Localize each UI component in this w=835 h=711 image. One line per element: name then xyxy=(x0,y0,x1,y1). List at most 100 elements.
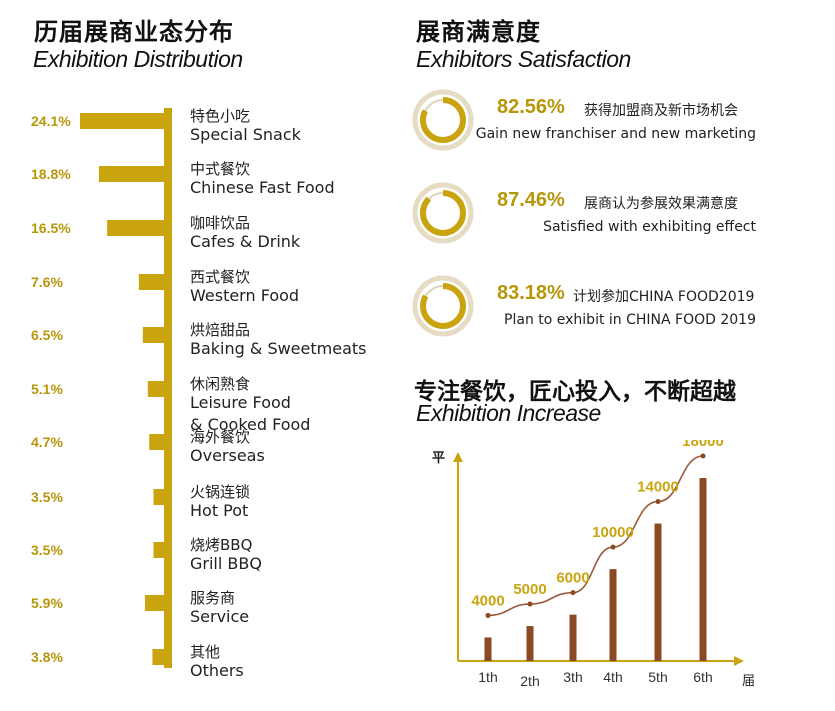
satisfaction-percent: 82.56% xyxy=(497,96,565,118)
increase-point xyxy=(700,453,706,459)
distribution-bar xyxy=(153,489,166,505)
distribution-category-en: & Cooked Food xyxy=(190,415,311,434)
distribution-bar xyxy=(144,595,166,611)
x-tick-label: 1th xyxy=(478,669,497,685)
x-tick-label: 3th xyxy=(563,669,582,685)
distribution-category-cn: 海外餐饮 xyxy=(190,428,251,446)
satisfaction-label-cn: 展商认为参展效果满意度 xyxy=(584,196,738,212)
distribution-pct-label: 3.8% xyxy=(31,649,63,665)
x-tick-label: 2th xyxy=(520,673,539,689)
increase-point xyxy=(655,499,661,505)
distribution-category-en: Others xyxy=(190,661,244,680)
distribution-category-en: Grill BBQ xyxy=(190,554,262,573)
ring-progress-arc xyxy=(420,97,466,143)
distribution-category-en: Overseas xyxy=(190,446,265,465)
ring-outer xyxy=(412,89,474,151)
distribution-category-en: Special Snack xyxy=(190,125,301,144)
distribution-title-en: Exhibition Distribution xyxy=(33,46,243,72)
y-axis-arrow-icon xyxy=(453,452,463,462)
satisfaction-ring-icon xyxy=(412,89,474,151)
distribution-pct-label: 18.8% xyxy=(31,166,71,182)
satisfaction-title-en: Exhibitors Satisfaction xyxy=(416,46,631,72)
distribution-bar xyxy=(98,166,166,182)
distribution-bar xyxy=(149,434,166,450)
ring-progress-arc xyxy=(420,283,466,329)
increase-bar xyxy=(609,569,617,661)
increase-point xyxy=(485,612,491,618)
satisfaction-ring-icon xyxy=(412,275,474,337)
x-tick-label: 6th xyxy=(693,669,712,685)
distribution-bar xyxy=(153,542,166,558)
satisfaction-label-en: Plan to exhibit in CHINA FOOD 2019 xyxy=(504,312,756,328)
distribution-category-en: Leisure Food xyxy=(190,393,291,412)
distribution-pct-label: 5.1% xyxy=(31,381,63,397)
satisfaction-label-en: Satisfied with exhibiting effect xyxy=(543,219,756,235)
distribution-category-cn: 火锅连锁 xyxy=(190,483,251,501)
increase-bar xyxy=(699,478,707,661)
distribution-pct-label: 3.5% xyxy=(31,542,63,558)
ring-progress-arc xyxy=(420,190,466,236)
distribution-pct-label: 7.6% xyxy=(31,274,63,290)
distribution-category-cn: 休闲熟食 xyxy=(190,375,251,393)
distribution-chart xyxy=(80,108,172,668)
satisfaction-percent: 83.18% xyxy=(497,282,565,304)
distribution-title-cn: 历届展商业态分布 xyxy=(34,18,234,46)
distribution-pct-label: 3.5% xyxy=(31,489,63,505)
distribution-category-cn: 特色小吃 xyxy=(190,107,251,125)
distribution-axis xyxy=(164,108,172,668)
data-value-label: 14000 xyxy=(637,479,679,496)
increase-bar xyxy=(484,637,492,661)
distribution-pct-label: 24.1% xyxy=(31,113,71,129)
satisfaction-label-cn: 计划参加CHINA FOOD2019 xyxy=(573,289,755,305)
distribution-bar xyxy=(152,649,166,665)
satisfaction-label-en: Gain new franchiser and new marketing xyxy=(475,126,756,142)
ring-outer xyxy=(412,182,474,244)
x-axis-label: 届 xyxy=(742,674,755,689)
distribution-category-en: Baking & Sweetmeats xyxy=(190,339,367,358)
x-axis-arrow-icon xyxy=(734,656,744,666)
distribution-bar xyxy=(80,113,166,129)
satisfaction-percent: 87.46% xyxy=(497,189,565,211)
distribution-bar xyxy=(107,220,166,236)
satisfaction-label-cn: 获得加盟商及新市场机会 xyxy=(584,103,738,119)
distribution-category-en: Hot Pot xyxy=(190,501,249,520)
data-value-label: 18000 xyxy=(682,440,724,450)
distribution-category-en: Western Food xyxy=(190,286,300,305)
increase-bar xyxy=(569,614,577,661)
increase-point xyxy=(570,590,576,596)
distribution-category-cn: 中式餐饮 xyxy=(190,160,251,178)
satisfaction-title-cn: 展商满意度 xyxy=(416,18,541,46)
data-value-label: 6000 xyxy=(556,570,589,587)
increase-title-cn: 专注餐饮，匠心投入，不断超越 xyxy=(414,379,736,405)
distribution-category-en: Service xyxy=(190,607,250,626)
data-value-label: 5000 xyxy=(513,581,546,598)
y-axis-label: 平 xyxy=(432,451,445,466)
increase-point xyxy=(527,601,533,607)
distribution-bar xyxy=(147,381,166,397)
distribution-bar xyxy=(142,327,166,343)
distribution-pct-label: 6.5% xyxy=(31,327,63,343)
increase-chart: 平届 1th 4000 2th 5000 3th 6000 4th 10000 5th 14000 6… xyxy=(432,440,755,689)
increase-bar xyxy=(526,626,534,661)
satisfaction-ring-icon xyxy=(412,182,474,244)
distribution-category-cn: 咖啡饮品 xyxy=(190,214,251,232)
x-tick-label: 5th xyxy=(648,669,667,685)
increase-title-en: Exhibition Increase xyxy=(416,400,601,426)
distribution-pct-label: 16.5% xyxy=(31,220,71,236)
distribution-category-en: Cafes & Drink xyxy=(190,232,301,251)
data-value-label: 10000 xyxy=(592,524,634,541)
distribution-category-cn: 其他 xyxy=(190,643,221,661)
distribution-bar xyxy=(138,274,166,290)
distribution-category-cn: 烘焙甜品 xyxy=(190,321,251,339)
ring-outer xyxy=(412,275,474,337)
distribution-category-en: Chinese Fast Food xyxy=(190,178,335,197)
x-tick-label: 4th xyxy=(603,669,622,685)
data-value-label: 4000 xyxy=(471,592,504,609)
distribution-category-cn: 烧烤BBQ xyxy=(190,536,253,554)
increase-point xyxy=(610,544,616,550)
distribution-category-cn: 西式餐饮 xyxy=(190,268,251,286)
distribution-pct-label: 5.9% xyxy=(31,595,63,611)
distribution-pct-label: 4.7% xyxy=(31,434,63,450)
distribution-category-cn: 服务商 xyxy=(190,589,236,607)
increase-bar xyxy=(654,523,662,661)
